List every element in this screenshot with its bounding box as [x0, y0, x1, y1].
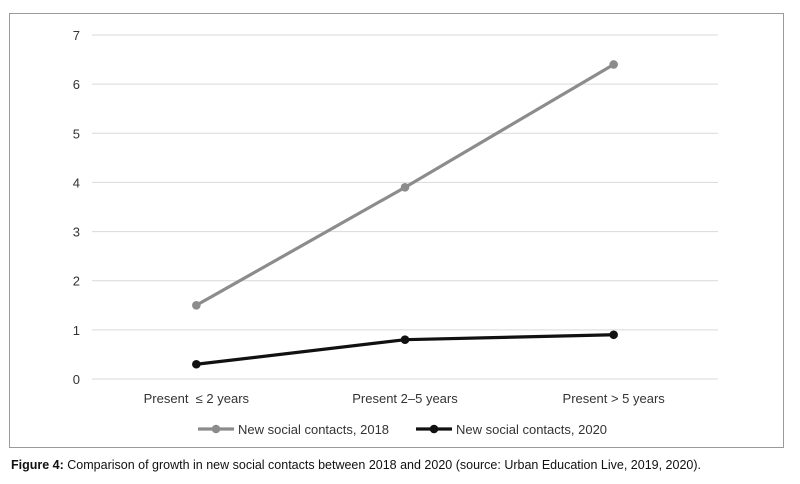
x-axis-ticks: Present ≤ 2 years Present 2–5 years Presen… [144, 391, 666, 406]
y-tick-label: 5 [73, 126, 80, 141]
legend-label: New social contacts, 2020 [456, 422, 607, 437]
caption-text: Comparison of growth in new social conta… [63, 458, 701, 472]
y-tick-label: 1 [73, 323, 80, 338]
y-tick-label: 6 [73, 77, 80, 92]
line-chart: 0 1 2 3 4 5 6 7 Present ≤ 2 years Present 2–5 ye… [73, 28, 718, 437]
data-point [609, 60, 618, 69]
data-point [192, 300, 201, 310]
data-point [400, 183, 410, 192]
legend-swatch-marker [429, 424, 439, 434]
y-tick-label: 4 [73, 175, 80, 190]
y-tick-label: 2 [73, 274, 80, 289]
series-lines [192, 60, 618, 369]
data-point [609, 330, 618, 340]
y-tick-label: 3 [73, 225, 80, 240]
caption-label: Figure 4: [11, 458, 64, 472]
chart-frame: 0 1 2 3 4 5 6 7 Present ≤ 2 years Present 2–5 ye… [9, 13, 784, 448]
legend-swatch-marker [211, 424, 221, 434]
data-point [400, 335, 410, 344]
legend: New social contacts, 2018 New social cont… [198, 422, 607, 437]
data-point [192, 359, 201, 369]
x-tick-label: Present ≤ 2 years [144, 391, 250, 406]
x-tick-label: Present 2–5 years [352, 391, 458, 406]
y-tick-label: 0 [73, 372, 80, 387]
y-axis-ticks: 0 1 2 3 4 5 6 7 [73, 28, 80, 387]
grid-lines [92, 34, 718, 380]
legend-label: New social contacts, 2018 [238, 422, 389, 437]
x-tick-label: Present > 5 years [563, 391, 666, 406]
y-tick-label: 7 [73, 28, 80, 43]
figure-caption: Figure 4: Comparison of growth in new so… [11, 458, 701, 472]
